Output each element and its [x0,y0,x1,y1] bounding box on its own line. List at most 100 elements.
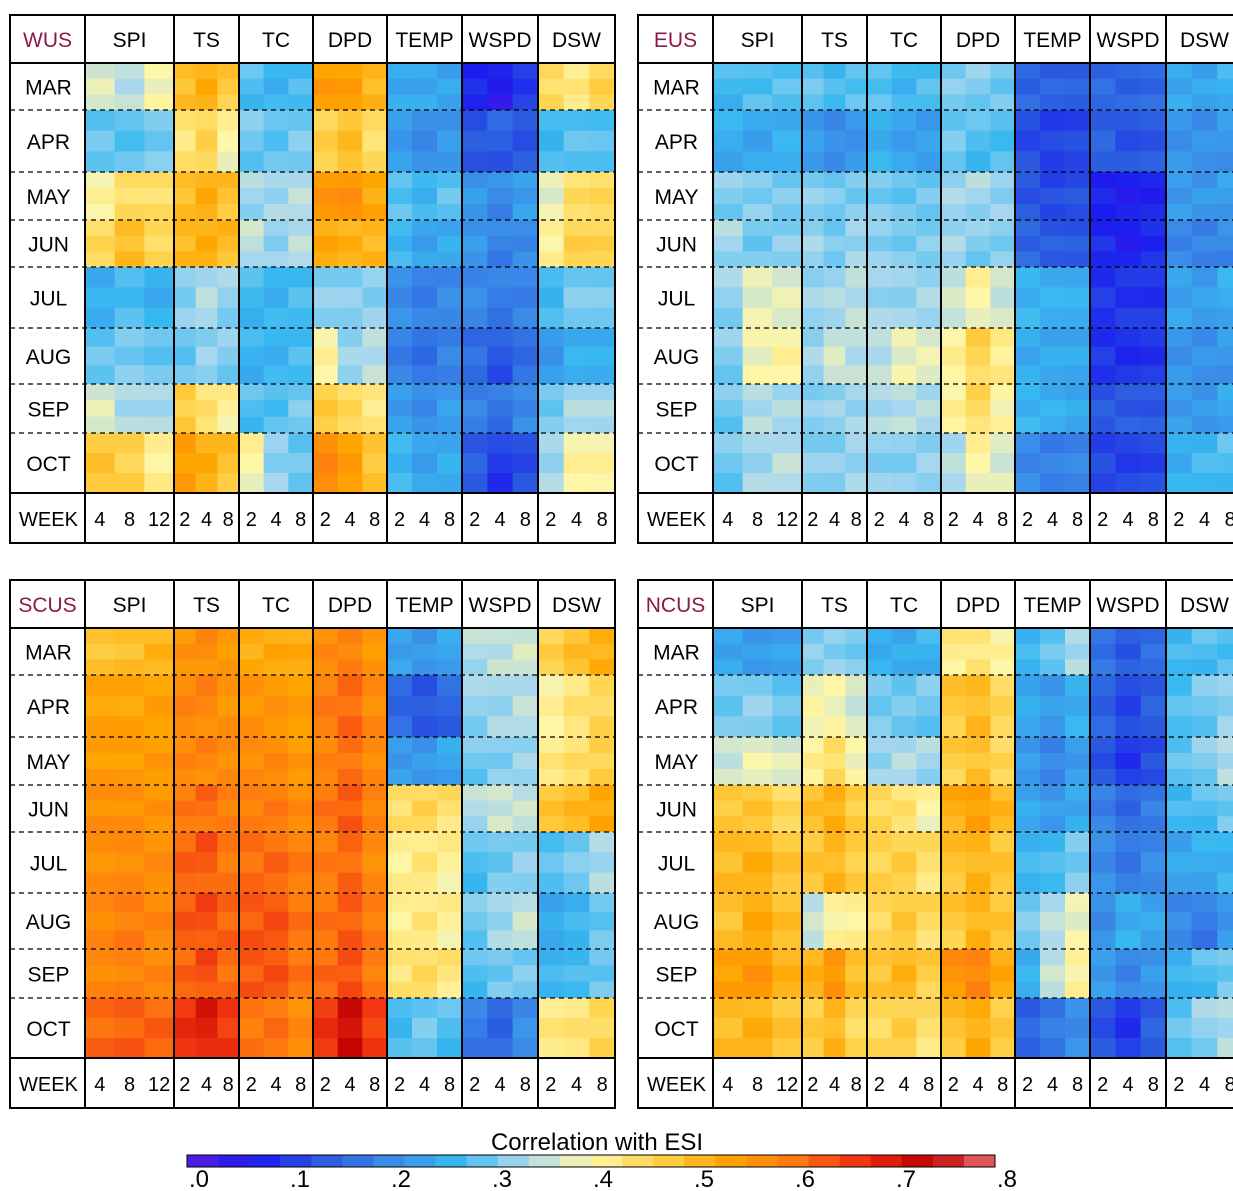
heat-cell [1040,63,1066,80]
heat-cell [362,893,388,913]
heat-cell [263,816,289,833]
heat-cell [990,981,1016,999]
heat-cell [823,267,846,288]
heat-cell [990,965,1016,983]
heat-cell [965,832,991,853]
heat-cell [1065,204,1091,221]
heat-cell [337,852,363,874]
variable-label: TEMP [1023,594,1081,617]
heat-cell [462,816,488,833]
heat-cell [589,328,616,348]
heat-cell [487,769,514,786]
heat-cell [1191,172,1218,189]
heat-cell [85,346,116,366]
heat-cell [1065,659,1091,676]
heat-cell [263,151,289,173]
heat-cell [1065,893,1091,913]
heat-cell [845,695,868,717]
heat-cell [1115,785,1142,802]
heat-cell [512,365,539,385]
colorbar-swatch [622,1155,654,1167]
heat-cell [412,659,438,676]
heat-cell [487,220,514,237]
heat-cell [891,204,917,221]
week-label: 4 [571,1074,582,1096]
heat-cell [114,832,145,853]
heat-cell [713,832,744,853]
heat-cell [941,893,967,913]
heat-cell [772,172,803,189]
heat-cell [1140,769,1167,786]
heat-cell [288,78,314,95]
heat-cell [802,416,825,434]
heat-cell [487,832,514,853]
heat-cell [362,188,388,205]
heat-cell [1090,251,1116,268]
heat-cell [85,251,116,268]
heat-cell [965,816,991,833]
heat-cell [387,130,413,152]
heat-cell [589,235,616,252]
heat-cell [563,346,590,366]
heat-cell [713,220,744,237]
variable-label: DPD [956,594,1000,617]
heat-cell [802,965,825,983]
heat-cell [114,659,145,676]
heat-cell [362,94,388,111]
heat-cell [114,816,145,833]
heat-cell [1217,737,1233,754]
heat-cell [195,384,218,401]
heat-cell [313,400,339,418]
heat-cell [313,800,339,817]
heat-cell [387,981,413,999]
heat-cell [845,346,868,366]
heat-cell [387,78,413,95]
heat-cell [174,643,197,660]
heat-cell [845,251,868,268]
heat-cell [85,675,116,697]
heat-cell [1217,716,1233,738]
week-label: 8 [923,1074,934,1096]
heat-cell [742,172,773,189]
heat-cell [1115,965,1142,983]
heat-cell [174,965,197,983]
variable-label: DPD [956,29,1000,52]
heat-cell [891,220,917,237]
month-label-column [638,628,713,1058]
heat-cell [823,110,846,132]
heat-cell [916,832,942,853]
heat-cell [1166,307,1193,329]
heat-cell [387,998,413,1019]
heat-cell [713,365,744,385]
heat-cell [589,716,616,738]
heat-cell [965,346,991,366]
heat-cell [362,785,388,802]
heat-cell [990,872,1016,894]
heat-cell [1040,998,1066,1019]
heat-cell [1115,930,1142,950]
heat-cell [462,911,488,931]
variable-label: TS [193,29,220,52]
heat-cell [288,1038,314,1059]
heat-cell [891,78,917,95]
heat-cell [462,832,488,853]
heat-cell [387,930,413,950]
heat-cell [1115,307,1142,329]
heat-cell [362,235,388,252]
heat-cell [916,965,942,983]
heat-cell [337,416,363,434]
heat-cell [563,643,590,660]
heat-cell [174,453,197,474]
heat-cell [512,643,539,660]
heat-cell [563,1018,590,1039]
heat-cell [487,800,514,817]
heat-cell [195,307,218,329]
heat-cell [772,769,803,786]
heat-cell [1191,998,1218,1019]
heat-cell [288,110,314,132]
heat-cell [174,63,197,80]
heat-cell [387,267,413,288]
colorbar-swatch [777,1155,809,1167]
heat-cell [195,267,218,288]
heat-cell [823,433,846,454]
